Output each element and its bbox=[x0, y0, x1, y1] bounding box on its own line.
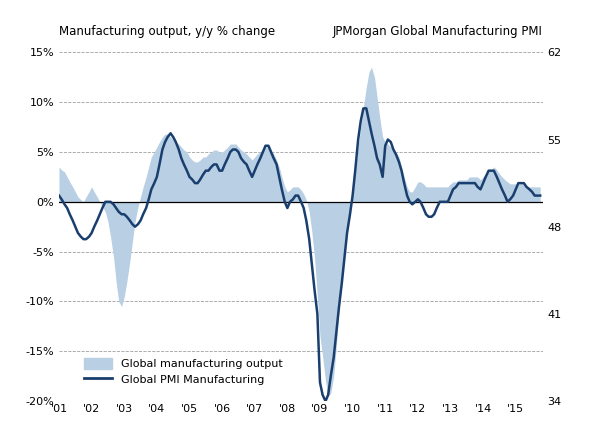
Text: Manufacturing output, y/y % change: Manufacturing output, y/y % change bbox=[59, 25, 275, 38]
Legend: Global manufacturing output, Global PMI Manufacturing: Global manufacturing output, Global PMI … bbox=[84, 358, 283, 385]
Text: JPMorgan Global Manufacturing PMI: JPMorgan Global Manufacturing PMI bbox=[333, 25, 543, 38]
